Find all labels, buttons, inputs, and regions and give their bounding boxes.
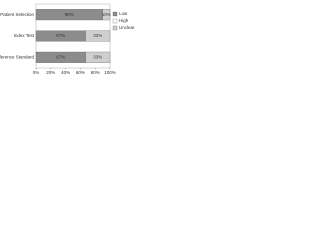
value-label: 33% <box>93 55 102 60</box>
x-tick-label: 60% <box>76 70 85 75</box>
value-label: 33% <box>93 33 102 38</box>
y-tick-label: Reference Standard <box>0 55 34 60</box>
bar-segment <box>85 51 111 63</box>
legend-swatch <box>112 18 118 24</box>
chart: 0% 20% 40% 60% 80% 100% Patient Selection 90% 10… <box>0 3 135 75</box>
legend-label: Unclear <box>119 25 135 30</box>
y-tick-label: Patient Selection <box>0 12 34 17</box>
y-tick-label: Index Test <box>14 33 35 38</box>
legend-label: Low <box>119 11 128 16</box>
x-tick-label: 0% <box>33 70 40 75</box>
value-label: 10% <box>102 12 111 17</box>
bar-segment <box>85 30 111 42</box>
x-tick-label: 100% <box>104 70 116 75</box>
bar-segment <box>102 9 111 21</box>
legend-label: High <box>119 18 129 23</box>
x-tick-label: 20% <box>46 70 55 75</box>
legend-swatch <box>112 25 118 31</box>
legend-swatch <box>112 11 118 17</box>
value-label: 67% <box>56 33 65 38</box>
value-label: 90% <box>65 12 74 17</box>
x-tick-label: 80% <box>91 70 100 75</box>
value-label: 67% <box>56 55 65 60</box>
x-tick-label: 40% <box>61 70 70 75</box>
